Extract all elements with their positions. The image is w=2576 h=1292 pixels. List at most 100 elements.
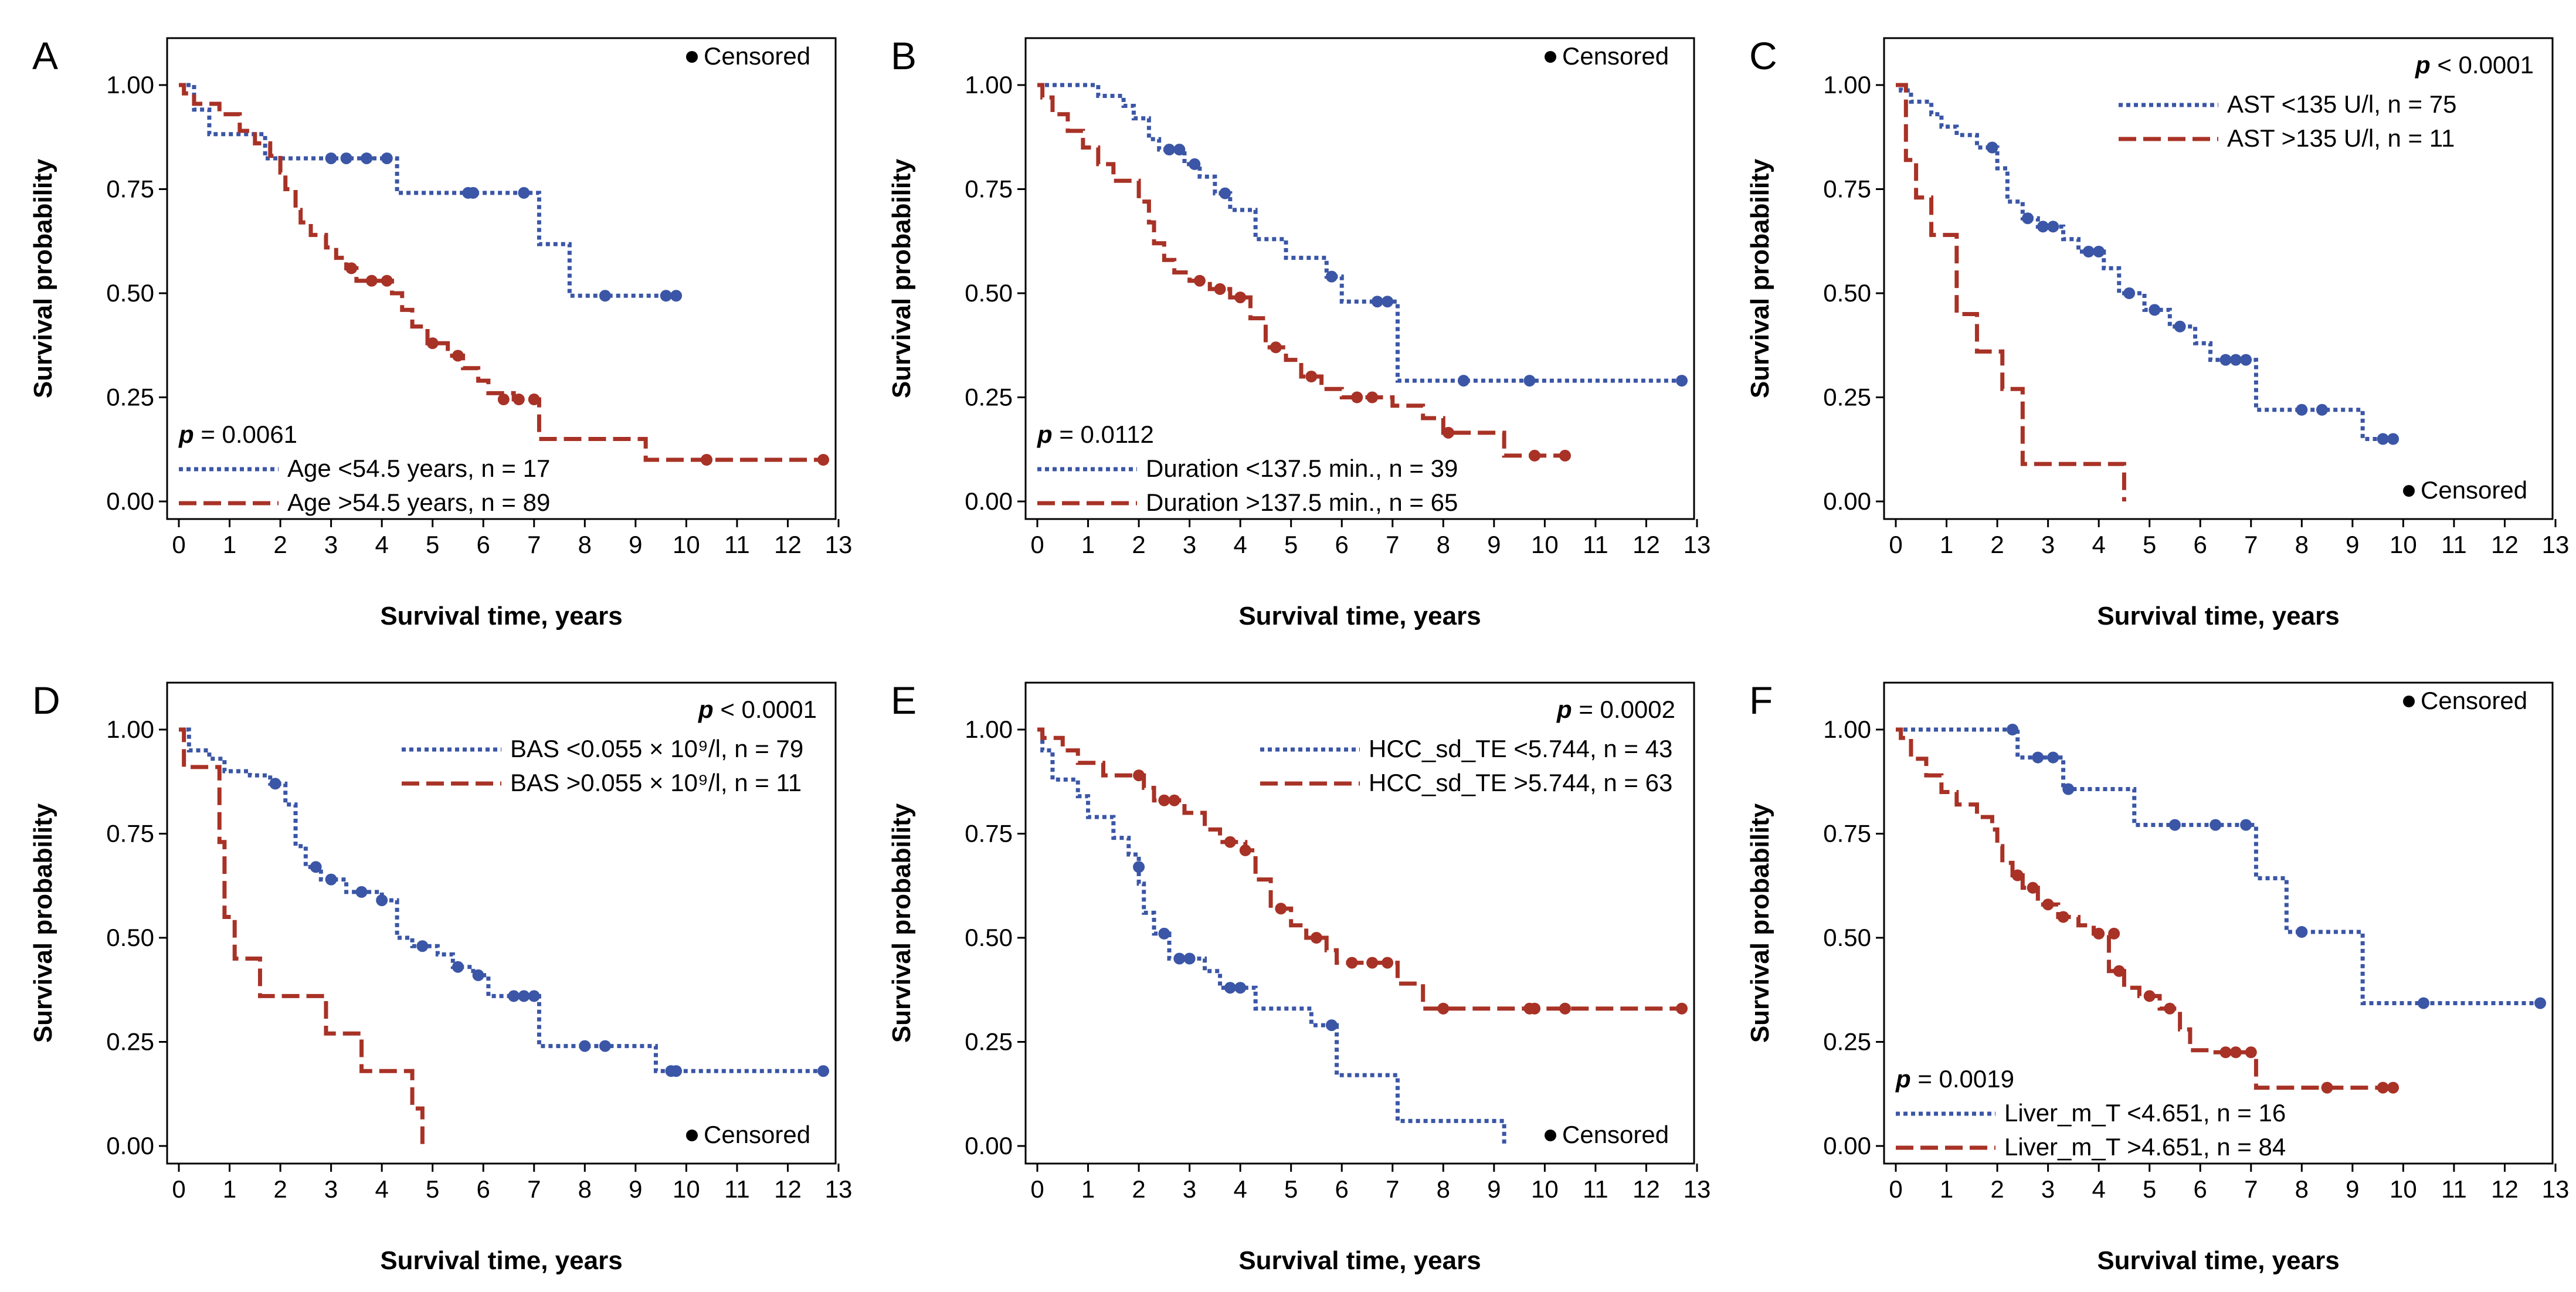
y-tick-label: 0.75 [106,820,154,847]
x-tick-label: 3 [2041,1175,2055,1203]
censor-mark-red [2377,1081,2389,1094]
x-tick-label: 4 [375,1175,388,1203]
y-tick-label: 1.00 [965,715,1013,743]
x-tick-label: 6 [1335,1175,1349,1203]
x-tick-label: 0 [1030,1175,1044,1203]
censor-mark-red [1234,291,1247,304]
x-tick-label: 12 [774,531,802,558]
censor-mark-blue [2296,403,2308,416]
censor-mark-blue [2219,354,2232,366]
censor-mark-blue [1457,375,1469,387]
x-tick-label: 2 [273,531,287,558]
x-tick-label: 10 [673,1175,700,1203]
censor-mark-blue [325,873,337,886]
x-axis-title: Survival time, years [380,602,622,630]
x-tick-label: 9 [629,1175,642,1203]
legend-label: AST <135 U/l, n = 75 [2227,90,2456,118]
censor-mark-blue [670,290,683,302]
x-tick-label: 6 [2194,1175,2207,1203]
censor-mark-blue [2093,246,2105,257]
y-tick-label: 0.25 [106,384,154,411]
censor-mark-red [528,394,540,406]
plot-frame [1024,681,1695,1165]
survival-curve-blue [1037,727,1506,1146]
x-tick-label: 5 [2143,1175,2156,1203]
x-tick-label: 3 [2041,531,2055,558]
censor-mark-blue [1325,1019,1338,1032]
legend-label: AST >135 U/l, n = 11 [2227,124,2455,152]
legend-label: HCC_sd_TE >5.744, n = 63 [1369,769,1672,796]
censor-mark-red [2387,1081,2399,1094]
x-tick-label: 12 [774,1175,802,1203]
y-tick-label: 0.75 [1823,175,1871,203]
x-tick-label: 7 [527,531,541,558]
censor-mark-red [701,454,712,466]
censored-legend-icon [1545,51,1556,63]
x-tick-label: 12 [1633,531,1660,558]
x-tick-label: 11 [2441,1175,2467,1203]
x-tick-label: 10 [2390,1175,2417,1203]
y-tick-label: 0.75 [106,175,154,203]
plot-frame [1024,37,1695,520]
x-tick-label: 8 [578,1175,592,1203]
censor-mark-blue [660,290,672,302]
x-tick-label: 3 [1183,1175,1196,1203]
censor-mark-red [365,274,378,287]
survival-curve-blue [1896,83,2394,441]
censor-mark-blue [1173,952,1186,965]
p-symbol: p [1895,1065,1911,1093]
x-tick-label: 11 [2441,531,2467,558]
km-chart-d: D0.000.250.500.751.000 1 2 3 4 5 6 7 8 9 10 11 12 13S… [29,679,852,1275]
censor-mark-blue [381,152,393,164]
legend-label: BAS <0.055 × 10⁹/l, n = 79 [510,735,803,762]
y-axis-title: Survival probability [887,803,916,1043]
x-tick-label: 10 [673,531,700,558]
censor-mark-red [2011,869,2024,881]
p-symbol: p [178,421,194,448]
x-tick-label: 0 [1030,531,1044,558]
survival-curve-blue [1896,727,2541,1005]
censor-mark-red [1305,371,1318,382]
x-axis-title: Survival time, years [1238,602,1481,630]
censor-mark-red [1270,341,1282,354]
legend-label: Age >54.5 years, n = 89 [287,489,550,516]
censored-legend-icon [686,1130,698,1141]
x-tick-label: 9 [2346,1175,2359,1203]
censor-mark-blue [1183,952,1196,965]
x-tick-label: 3 [324,1175,338,1203]
censor-mark-blue [1158,927,1170,940]
y-tick-label: 0.00 [106,487,154,515]
x-tick-label: 1 [1940,1175,1953,1203]
survival-curve-blue [179,83,677,298]
censor-mark-blue [2240,354,2252,366]
plot-frame [1883,37,2554,520]
censor-mark-blue [340,152,352,164]
censor-mark-blue [2387,433,2399,445]
censor-mark-blue [1133,861,1145,873]
x-tick-label: 6 [1335,531,1349,558]
x-axis-title: Survival time, years [2097,602,2339,630]
y-tick-label: 1.00 [1823,715,1871,743]
x-tick-label: 11 [1583,531,1608,558]
x-tick-label: 3 [324,531,338,558]
censor-mark-red [2229,1046,2242,1059]
censor-mark-red [345,262,358,274]
plot-frame [166,37,837,520]
x-tick-label: 5 [426,1175,439,1203]
x-tick-label: 7 [527,1175,541,1203]
censor-mark-blue [2047,221,2059,233]
censor-mark-blue [1219,187,1231,199]
censor-mark-red [1382,957,1394,969]
y-tick-label: 0.50 [965,924,1013,951]
x-tick-label: 12 [2491,531,2519,558]
y-tick-label: 0.75 [965,175,1013,203]
censor-mark-red [2113,965,2125,977]
x-tick-label: 13 [2542,1175,2570,1203]
x-tick-label: 9 [1487,531,1501,558]
censor-mark-red [452,350,464,362]
censor-mark-blue [376,894,388,907]
censor-mark-red [1437,1002,1450,1015]
legend-label: BAS >0.055 × 10⁹/l, n = 11 [510,769,802,796]
censored-legend-label: Censored [1562,1121,1669,1148]
censor-mark-red [2057,911,2069,923]
